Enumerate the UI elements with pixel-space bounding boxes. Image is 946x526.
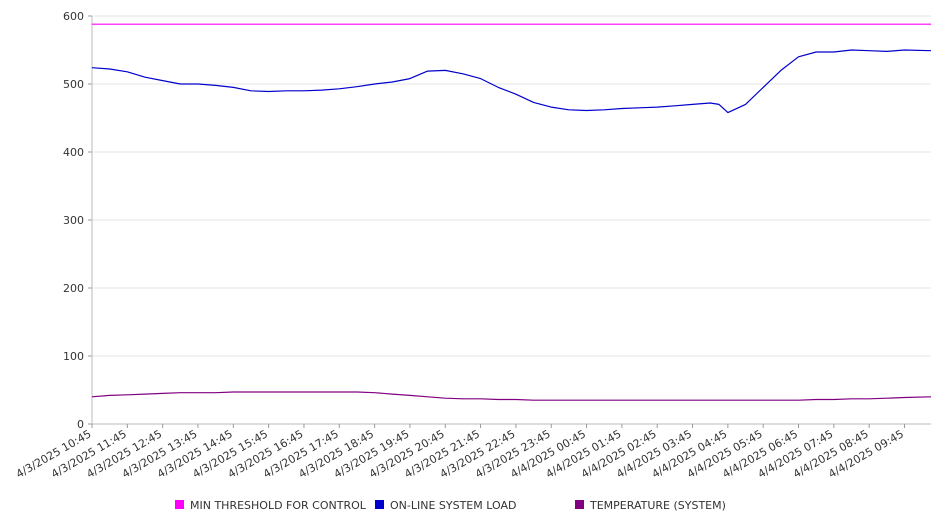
y-tick-label: 100 bbox=[63, 350, 84, 363]
legend-label: MIN THRESHOLD FOR CONTROL bbox=[190, 499, 367, 512]
legend-swatch bbox=[575, 500, 584, 509]
series-line-temperature-system bbox=[91, 391, 932, 401]
y-tick-label: 400 bbox=[63, 146, 84, 159]
legend-label: ON-LINE SYSTEM LOAD bbox=[390, 499, 516, 512]
y-tick-label: 500 bbox=[63, 78, 84, 91]
legend-swatch bbox=[175, 500, 184, 509]
y-tick-label: 200 bbox=[63, 282, 84, 295]
legend: MIN THRESHOLD FOR CONTROL ON-LINE SYSTEM … bbox=[175, 499, 726, 512]
series-layer bbox=[91, 23, 932, 401]
series-line-on-line-system-load bbox=[91, 49, 932, 114]
axis-layer: 0 100 200 300 400 500 600 bbox=[63, 10, 931, 431]
legend-swatch bbox=[375, 500, 384, 509]
y-tick-label: 300 bbox=[63, 214, 84, 227]
y-tick-label: 0 bbox=[77, 418, 84, 431]
x-tick-labels: 4/3/2025 10:454/3/2025 11:454/3/2025 12:… bbox=[14, 427, 906, 481]
y-tick-label: 600 bbox=[63, 10, 84, 23]
grid-layer bbox=[92, 15, 931, 357]
legend-label: TEMPERATURE (SYSTEM) bbox=[589, 499, 726, 512]
